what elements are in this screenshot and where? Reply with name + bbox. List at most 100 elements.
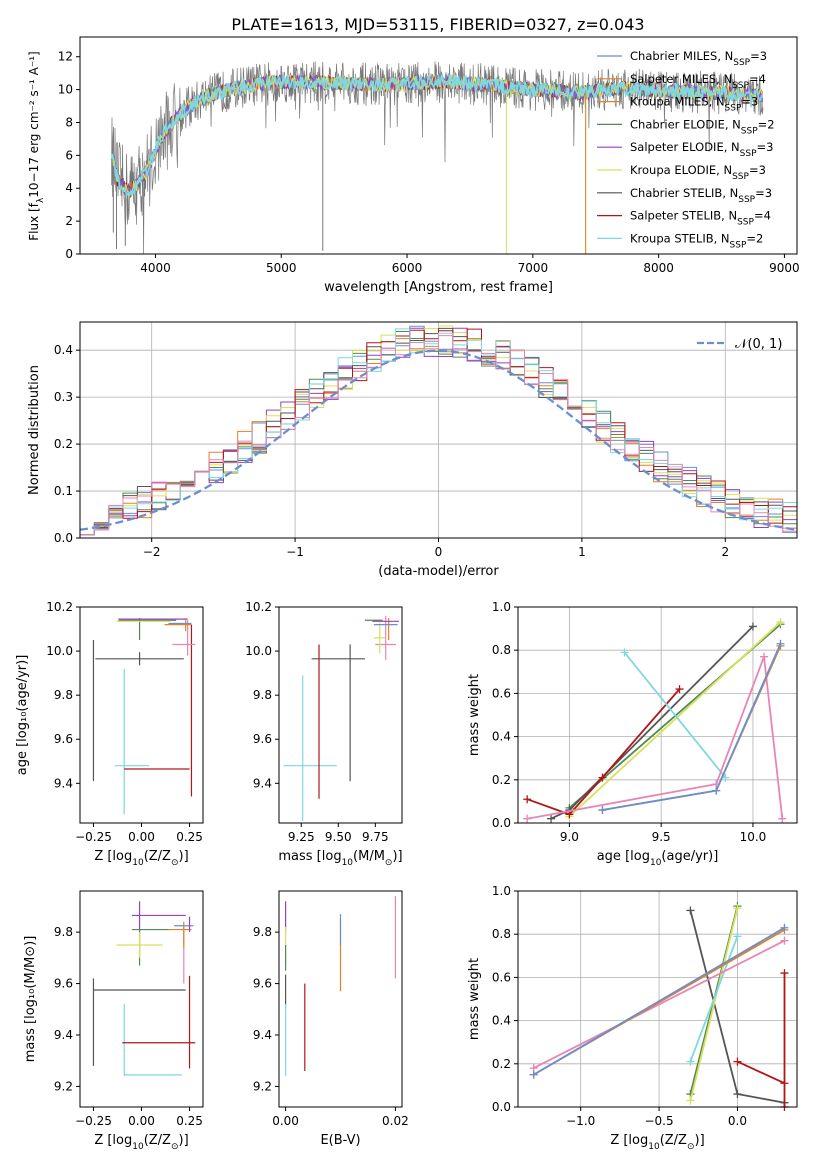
mass-vs-ebv-xlabel: E(B-V) xyxy=(320,1133,360,1148)
residuals-xtick-label: 0 xyxy=(435,545,443,559)
weight-vs-age-xtick-label: 9.5 xyxy=(652,830,671,844)
age-vs-z-ytick-label: 10.0 xyxy=(46,644,73,658)
weight-vs-z-marker xyxy=(733,1057,742,1066)
weight-vs-age-marker xyxy=(778,814,787,823)
residuals-ytick-label: 0.1 xyxy=(54,484,73,498)
weight-vs-age-marker xyxy=(776,618,785,627)
residuals-xtick-label: −2 xyxy=(143,545,161,559)
legend-label: Chabrier ELODIE, NSSP=2 xyxy=(630,117,775,136)
weight-vs-age-ytick-label: 0.8 xyxy=(492,643,511,657)
legend-label: Chabrier STELIB, NSSP=3 xyxy=(630,186,772,205)
residuals-xtick-label: 2 xyxy=(721,545,729,559)
age-vs-z-xtick-label: 0.00 xyxy=(128,830,155,844)
spectrum-ytick-label: 4 xyxy=(65,181,73,195)
weight-vs-z-ytick-label: 1.0 xyxy=(492,884,511,898)
residuals-ytick-label: 0.3 xyxy=(54,390,73,404)
weight-vs-age-marker xyxy=(620,648,629,657)
spectrum-xtick-label: 4000 xyxy=(140,261,171,275)
age-vs-z-frame xyxy=(79,606,204,824)
residuals-ytick-label: 0.2 xyxy=(54,437,73,451)
weight-vs-age-line-blue xyxy=(602,643,782,811)
weight-vs-age-line-cyan xyxy=(623,651,727,779)
mass-vs-z-ylabel: mass [log₁₀(M/M⊙)] xyxy=(23,936,38,1063)
weight-vs-age-ytick-label: 0.6 xyxy=(492,686,511,700)
residuals-ylabel: Normed distribution xyxy=(27,365,42,495)
weight-vs-z-ytick-label: 0.4 xyxy=(492,1014,511,1028)
weight-vs-age-marker xyxy=(776,639,785,648)
mass-vs-z-ytick-label: 9.6 xyxy=(54,977,73,991)
weight-vs-z-marker xyxy=(686,1096,695,1105)
weight-vs-age-ytick-label: 0.2 xyxy=(492,773,511,787)
weight-vs-z-marker xyxy=(780,936,789,945)
weight-vs-z-marker xyxy=(733,1090,742,1099)
weight-vs-z-line-yellow xyxy=(689,908,739,1101)
weight-vs-z-ytick-label: 0.0 xyxy=(492,1100,511,1114)
panels: 4000 5000 6000 7000 8000 9000024681012wavelen… xyxy=(15,36,800,1152)
weight-vs-age-line-red xyxy=(526,688,681,816)
age-vs-z-xtick-label: 0.25 xyxy=(176,830,203,844)
mass-vs-ebv-ytick-label: 9.4 xyxy=(253,1028,272,1042)
weight-vs-age-xtick-label: 9.0 xyxy=(560,830,579,844)
weight-vs-age-line-yellow xyxy=(568,621,782,818)
figure-title: PLATE=1613, MJD=53115, FIBERID=0327, z=0… xyxy=(231,15,644,34)
weight-vs-z-marker xyxy=(733,932,742,941)
age-vs-z-xtick-label: −0.25 xyxy=(75,830,112,844)
weight-vs-z-xtick-label: −1.0 xyxy=(566,1114,595,1128)
legend-label: Kroupa ELODIE, NSSP=3 xyxy=(630,163,766,182)
weight-vs-z-line-cyan xyxy=(689,936,739,1062)
weight-vs-age-xtick-label: 10.0 xyxy=(740,830,767,844)
age-vs-mass-ytick-label: 9.4 xyxy=(253,776,272,790)
weight-vs-z-xtick-label: −0.5 xyxy=(644,1114,673,1128)
spectrum-xtick-label: 6000 xyxy=(392,261,423,275)
weight-vs-age-marker xyxy=(523,814,532,823)
weight-vs-age-ytick-label: 1.0 xyxy=(492,600,511,614)
mass-vs-z-xlabel: Z [log10(Z/Z⊙)] xyxy=(94,1133,188,1152)
legend-label: Salpeter MILES, NSSP=4 xyxy=(630,72,766,91)
residuals-xtick-label: −1 xyxy=(286,545,304,559)
mass-vs-ebv-ytick-label: 9.8 xyxy=(253,925,272,939)
spectrum-xtick-label: 8000 xyxy=(643,261,674,275)
spectrum-xtick-label: 5000 xyxy=(266,261,297,275)
mass-vs-z-xtick-label: 0.00 xyxy=(128,1114,155,1128)
weight-vs-z-line-red xyxy=(737,973,786,1107)
age-vs-mass-ytick-label: 10.2 xyxy=(245,600,272,614)
weight-vs-age-marker xyxy=(748,622,757,631)
observed-spectrum xyxy=(111,61,764,255)
age-vs-mass-ytick-label: 9.6 xyxy=(253,732,272,746)
weight-vs-z-xtick-label: 0.0 xyxy=(728,1114,747,1128)
legend-label-normal: 𝒩(0, 1) xyxy=(735,337,782,352)
spectrum-frame xyxy=(79,36,798,255)
age-vs-z-ytick-label: 9.4 xyxy=(54,776,73,790)
weight-vs-age-marker xyxy=(759,652,768,661)
weight-vs-z-marker xyxy=(780,969,789,978)
legend-label: Kroupa STELIB, NSSP=2 xyxy=(630,231,763,250)
weight-vs-age-line-orange xyxy=(602,645,782,811)
age-vs-z-ytick-label: 9.6 xyxy=(54,732,73,746)
spectrum-ytick-label: 2 xyxy=(65,214,73,228)
spectrum-ytick-label: 0 xyxy=(65,247,73,261)
mass-vs-ebv-ytick-label: 9.2 xyxy=(253,1079,272,1093)
age-vs-mass-ytick-label: 9.8 xyxy=(253,688,272,702)
weight-vs-age-ytick-label: 0.4 xyxy=(492,730,511,744)
mass-vs-ebv-xtick-label: 0.02 xyxy=(382,1114,409,1128)
weight-vs-age-marker xyxy=(547,814,556,823)
spectrum-ylabel: Flux [fλ10−17 erg cm⁻² s⁻¹ A⁻¹] xyxy=(27,51,46,240)
spectrum-ytick-label: 10 xyxy=(58,83,73,97)
mass-vs-z-ytick-label: 9.2 xyxy=(54,1079,73,1093)
weight-vs-z-frame xyxy=(517,890,798,1108)
mass-vs-ebv-frame xyxy=(278,890,403,1108)
weight-vs-z-ytick-label: 0.8 xyxy=(492,927,511,941)
age-vs-mass-xtick-label: 9.75 xyxy=(362,830,389,844)
weight-vs-z-marker xyxy=(529,1070,538,1079)
weight-vs-age-marker xyxy=(523,795,532,804)
normal-reference-curve xyxy=(79,349,798,531)
weight-vs-z-line-blue xyxy=(533,926,785,1076)
age-vs-mass-ytick-label: 10.0 xyxy=(245,644,272,658)
legend-label: Chabrier MILES, NSSP=3 xyxy=(630,49,767,68)
legend-label: Salpeter ELODIE, NSSP=3 xyxy=(630,140,773,159)
weight-vs-z-marker xyxy=(733,904,742,913)
legend-label: Kroupa MILES, NSSP=3 xyxy=(630,95,758,114)
age-vs-z-ytick-label: 10.2 xyxy=(46,600,73,614)
weight-vs-age-marker xyxy=(598,773,607,782)
